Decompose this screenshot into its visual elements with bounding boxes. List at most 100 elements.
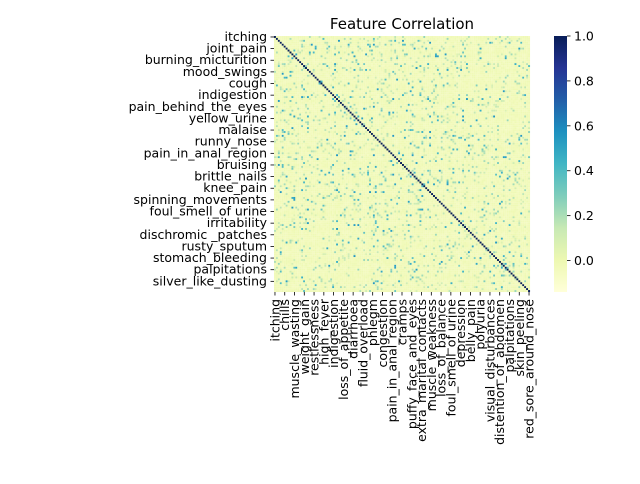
heatmap-cell: [446, 84, 449, 87]
heatmap-cell: [481, 96, 484, 99]
heatmap-cell: [500, 92, 503, 95]
heatmap-cell: [442, 67, 445, 70]
heatmap-cell: [489, 41, 492, 44]
heatmap-cell: [516, 68, 519, 71]
heatmap-cell: [405, 70, 408, 73]
heatmap-cell: [338, 65, 340, 68]
heatmap-cell: [345, 72, 348, 75]
heatmap-cell: [351, 90, 354, 93]
heatmap-cell: [450, 49, 453, 52]
heatmap-cell: [343, 107, 346, 110]
heatmap-cell: [281, 94, 284, 97]
heatmap-cell: [372, 76, 375, 79]
heatmap-cell: [444, 36, 447, 38]
heatmap-cell: [388, 36, 391, 38]
heatmap-cell: [390, 57, 393, 60]
heatmap-cell: [438, 88, 441, 91]
heatmap-cell: [464, 101, 467, 104]
heatmap-cell: [349, 68, 352, 71]
heatmap-cell: [394, 45, 397, 48]
heatmap-cell: [504, 59, 507, 62]
heatmap-cell: [489, 107, 492, 110]
heatmap-cell: [462, 59, 465, 62]
heatmap-cell: [392, 63, 395, 66]
heatmap-cell: [274, 107, 276, 110]
heatmap-cell: [351, 37, 354, 40]
heatmap-cell: [454, 65, 457, 68]
heatmap-cell: [522, 80, 525, 83]
heatmap-cell: [316, 63, 319, 66]
heatmap-cell: [489, 105, 492, 108]
heatmap-cell: [318, 39, 321, 42]
heatmap-cell: [402, 37, 404, 40]
heatmap-cell: [456, 103, 459, 106]
heatmap-cell: [285, 59, 288, 62]
heatmap-cell: [312, 72, 315, 75]
heatmap-cell: [320, 65, 323, 68]
heatmap-cell: [306, 105, 309, 108]
heatmap-cell: [312, 74, 315, 77]
heatmap-cell: [526, 37, 529, 40]
heatmap-cell: [318, 86, 321, 89]
heatmap-cell: [475, 98, 478, 101]
heatmap-cell: [415, 49, 418, 52]
heatmap-cell: [421, 78, 424, 81]
heatmap-cell: [306, 80, 309, 83]
heatmap-cell: [301, 68, 304, 71]
heatmap-cell: [483, 67, 486, 70]
heatmap-cell: [520, 92, 523, 95]
heatmap-cell: [289, 70, 292, 73]
heatmap-cell: [349, 90, 352, 93]
heatmap-cell: [460, 70, 463, 73]
heatmap-cell: [316, 86, 319, 89]
heatmap-cell: [483, 53, 486, 56]
heatmap-cell: [361, 101, 364, 104]
heatmap-cell: [458, 82, 461, 85]
heatmap-cell: [380, 82, 383, 85]
heatmap-cell: [316, 96, 319, 99]
heatmap-cell: [301, 47, 304, 50]
heatmap-cell: [444, 98, 447, 101]
heatmap-cell: [378, 107, 381, 110]
heatmap-cell: [372, 78, 375, 81]
heatmap-cell: [409, 68, 412, 71]
heatmap-cell: [409, 96, 412, 99]
heatmap-cell: [471, 107, 474, 110]
heatmap-cell: [374, 55, 377, 58]
heatmap-cell: [454, 43, 457, 46]
heatmap-cell: [407, 101, 410, 104]
heatmap-cell: [504, 103, 507, 106]
heatmap-cell: [378, 80, 381, 83]
heatmap-cell: [421, 43, 424, 46]
heatmap-cell: [522, 82, 525, 85]
heatmap-cell: [336, 61, 339, 64]
heatmap-cell: [442, 90, 445, 93]
heatmap-cell: [306, 82, 309, 85]
heatmap-cell: [369, 41, 372, 44]
heatmap-cell: [522, 61, 525, 64]
heatmap-cell: [330, 101, 333, 104]
heatmap-cell: [343, 80, 346, 83]
heatmap-cell: [283, 101, 286, 104]
heatmap-cell: [398, 100, 401, 102]
heatmap-cell: [376, 101, 379, 104]
heatmap-cell: [526, 43, 529, 46]
heatmap-cell: [274, 43, 276, 46]
heatmap-cell: [310, 61, 313, 64]
heatmap-cell: [308, 47, 311, 50]
heatmap-cell: [343, 43, 346, 46]
heatmap-cell: [528, 74, 531, 77]
heatmap-cell: [361, 86, 364, 89]
heatmap-cell: [357, 86, 360, 89]
heatmap-cell: [483, 92, 486, 95]
heatmap-cell: [512, 47, 515, 50]
heatmap-cell: [378, 82, 381, 85]
heatmap-cell: [495, 55, 498, 58]
heatmap-cell: [347, 68, 350, 71]
heatmap-cell: [467, 100, 470, 102]
heatmap-cell: [427, 57, 430, 60]
heatmap-cell: [440, 105, 443, 108]
heatmap-cell: [438, 78, 441, 81]
heatmap-cell: [299, 67, 302, 70]
heatmap-cell: [320, 90, 323, 93]
